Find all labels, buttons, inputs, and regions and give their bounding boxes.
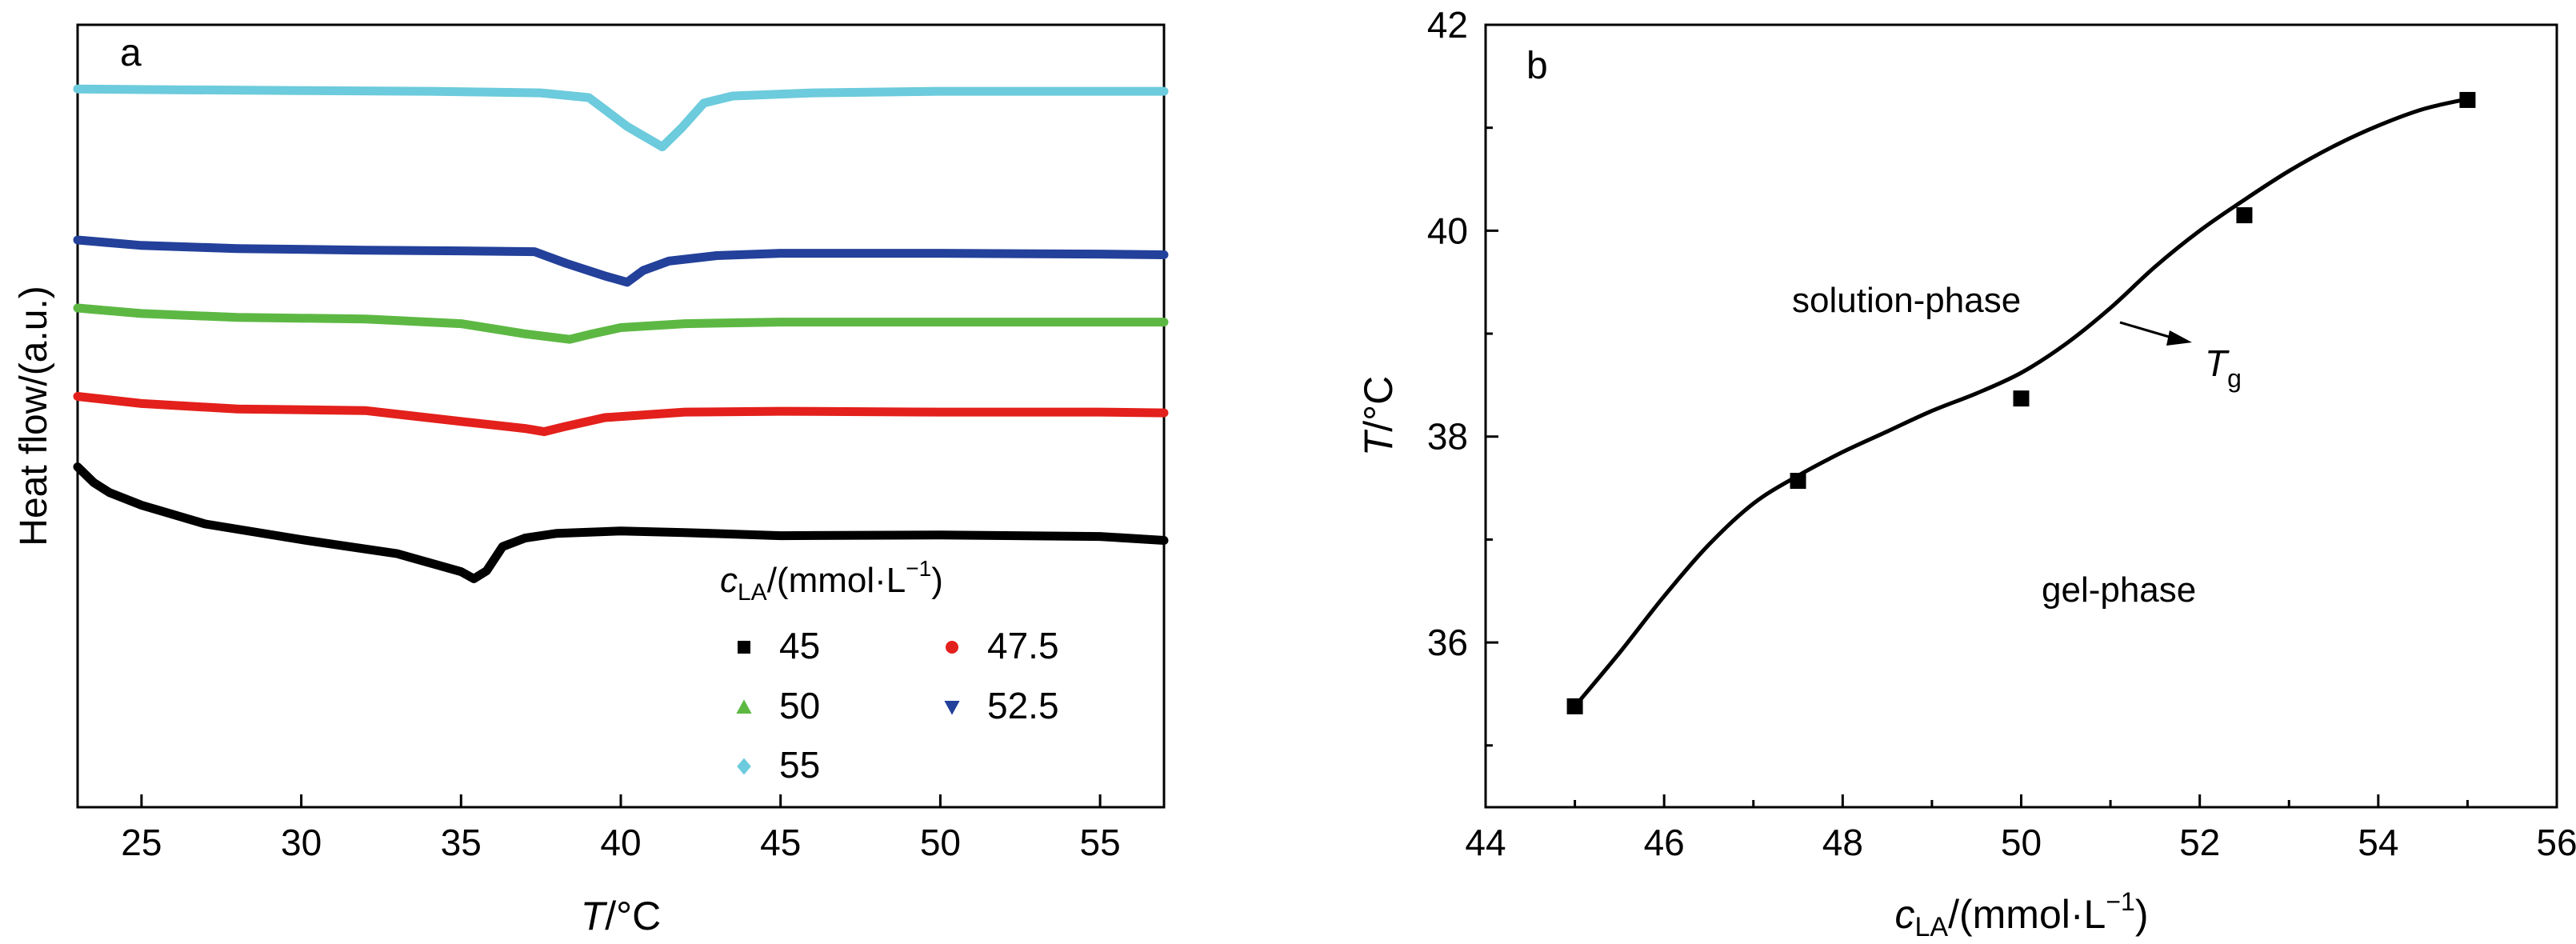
legend-label-45: 45 (779, 625, 820, 666)
y-axis-label-b: T/°C (1356, 376, 1401, 457)
x-tick-label-a: 35 (441, 822, 482, 863)
series-line-55 (73, 84, 1169, 152)
legend-a: cLA/(mmol·L−1) 45 47.5 50 52.5 55 (720, 556, 1059, 786)
legend-label-47.5: 47.5 (987, 625, 1059, 666)
legend-marker-50 (736, 699, 752, 714)
x-axis-label-b: cLA/(mmol·L−1) (1895, 887, 2149, 942)
data-point-b (1790, 473, 1806, 490)
y-tick-label-b: 40 (1427, 210, 1468, 251)
series-line-50 (73, 303, 1169, 344)
panel-label-a: a (120, 32, 142, 74)
x-axis-unit-a: /°C (605, 894, 661, 938)
data-point-b (2236, 207, 2253, 224)
x-tick-label-b: 48 (1822, 822, 1863, 863)
legend-label-50: 50 (779, 685, 820, 726)
legend-label-55: 55 (779, 744, 820, 786)
x-axis-sup-b: −1 (2106, 887, 2134, 916)
y-tick-label-b: 38 (1427, 416, 1468, 458)
tg-label: Tg (2205, 342, 2242, 393)
axis-ticks-b: 44 46 48 50 52 54 56 36 38 40 42 (1427, 4, 2576, 863)
x-tick-label-b: 56 (2536, 822, 2576, 863)
legend-title-sup: −1 (906, 556, 931, 581)
x-axis-ticks-a: 25 30 35 40 45 50 55 (121, 794, 1121, 863)
y-axis-unit-b: /°C (1356, 376, 1401, 432)
x-tick-label-a: 45 (760, 822, 801, 863)
x-tick-label-b: 50 (2001, 822, 2042, 863)
y-axis-label-a: Heat flow/(a.u.) (13, 286, 55, 546)
legend-marker-52.5 (944, 701, 960, 715)
plot-frame-b (1484, 23, 2558, 809)
legend-title-var: c (720, 561, 738, 600)
x-tick-label-b: 52 (2179, 822, 2220, 863)
legend-title-a: cLA/(mmol·L−1) (720, 556, 943, 606)
region-label-gel: gel-phase (2042, 570, 2196, 610)
x-axis-unit-b: /(mmol·L (1948, 892, 2106, 937)
series-line-45 (73, 462, 1169, 583)
y-tick-label-b: 36 (1427, 622, 1468, 663)
x-tick-label-a: 30 (281, 822, 322, 863)
x-tick-label-a: 25 (121, 822, 162, 863)
x-axis-label-a: T/°C (581, 894, 662, 938)
data-point-b (2013, 390, 2030, 407)
x-axis-sub-b: LA (1915, 912, 1949, 942)
series-line-52.5 (73, 235, 1169, 287)
x-axis-close-b: ) (2135, 892, 2149, 937)
fit-curve-b (1573, 97, 2468, 708)
data-points-b (1566, 91, 2476, 714)
legend-marker-45 (738, 641, 750, 654)
data-point-b (2459, 91, 2476, 108)
panel-label-b: b (1526, 45, 1548, 87)
legend-marker-55 (737, 758, 751, 775)
tg-arrow-head (2166, 330, 2192, 346)
series-group-a (73, 84, 1169, 583)
x-tick-label-a: 50 (920, 822, 961, 863)
tg-label-sub: g (2227, 364, 2242, 393)
tg-arrow-line (2119, 321, 2175, 340)
panel-a: 25 30 35 40 45 50 55 a Heat flow/(a.u.) T/°C c… (13, 23, 1169, 938)
legend-label-52.5: 52.5 (987, 685, 1059, 726)
x-tick-label-b: 46 (1644, 822, 1685, 863)
legend-items-a: 45 47.5 50 52.5 55 (736, 625, 1059, 786)
legend-marker-47.5 (946, 641, 958, 654)
x-tick-label-b: 54 (2358, 822, 2398, 863)
data-point-b (1566, 698, 1583, 714)
legend-title-sub: LA (738, 579, 767, 606)
y-tick-label-b: 42 (1427, 4, 1468, 46)
y-axis-var-b: T (1356, 429, 1401, 456)
x-tick-label-a: 55 (1080, 822, 1121, 863)
x-axis-var-b: c (1895, 892, 1915, 937)
series-line-47.5 (73, 392, 1169, 437)
legend-title-unit: /(mmol·L (767, 561, 906, 600)
x-axis-var-a: T (581, 894, 608, 938)
x-tick-label-b: 44 (1465, 822, 1506, 863)
legend-title-close: ) (931, 561, 943, 600)
x-tick-label-a: 40 (600, 822, 641, 863)
region-label-solution: solution-phase (1792, 281, 2021, 320)
tg-label-var: T (2205, 342, 2230, 384)
